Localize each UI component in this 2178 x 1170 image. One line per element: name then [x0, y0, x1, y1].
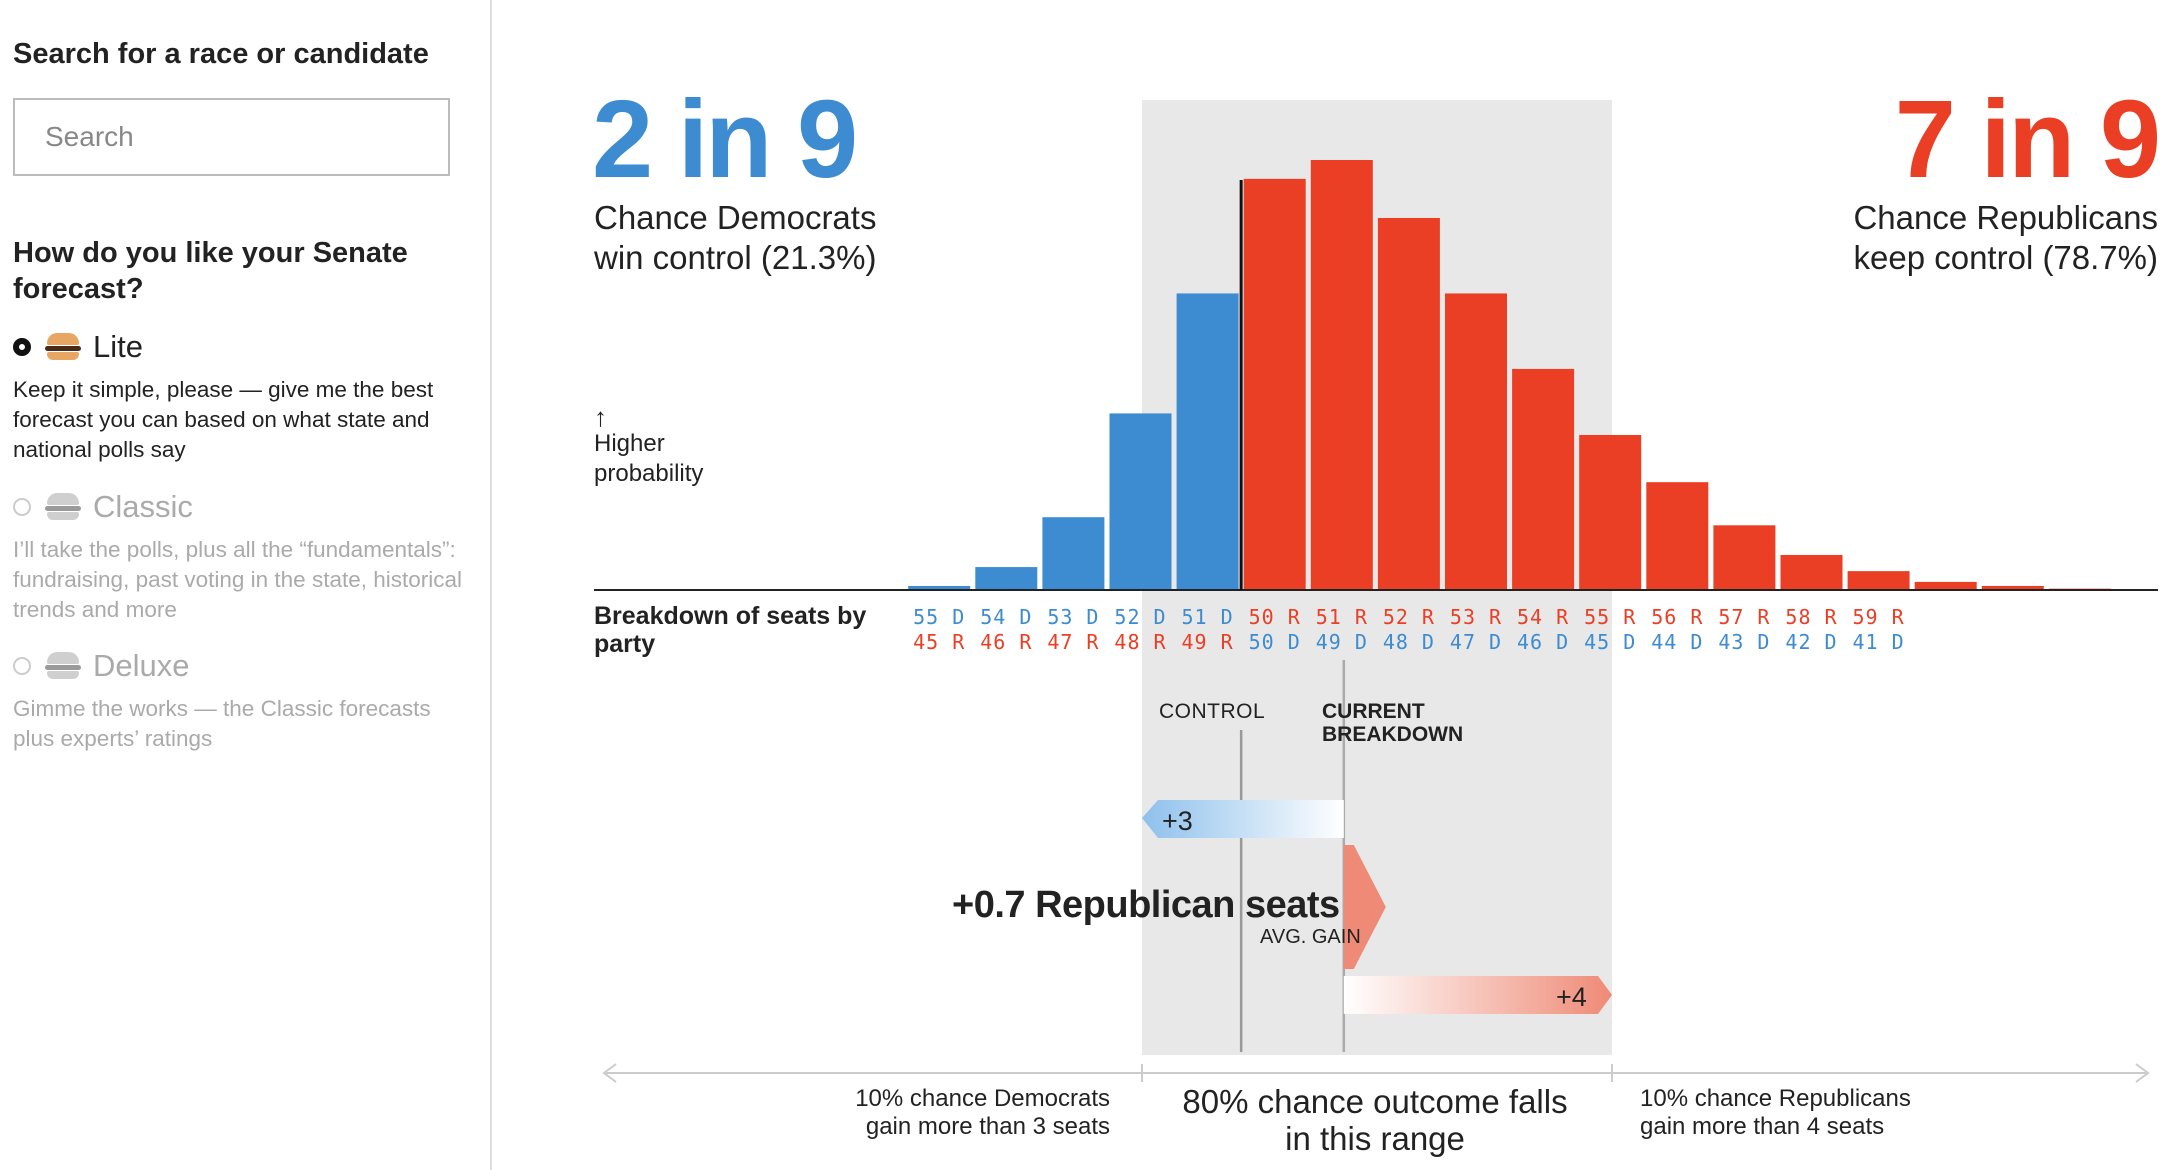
- control-label: CONTROL: [1159, 700, 1265, 724]
- tick-label-bottom: 48 D: [1383, 630, 1435, 654]
- current-breakdown-label: CURRENT BREAKDOWN: [1322, 700, 1463, 746]
- current-label-line1: CURRENT: [1322, 700, 1463, 723]
- tick-label-bottom: 47 D: [1450, 630, 1502, 654]
- tick-label-bottom: 43 D: [1718, 630, 1770, 654]
- tick-label-top: 58 R: [1785, 605, 1837, 629]
- tick-label-bottom: 46 D: [1517, 630, 1569, 654]
- tick-label-bottom: 48 R: [1114, 630, 1166, 654]
- bar-54-R: [1512, 369, 1574, 590]
- range-right-line2: gain more than 4 seats: [1640, 1113, 1970, 1141]
- tick-label-top: 55 D: [913, 605, 965, 629]
- dem-chance-line1: Chance Democrats: [594, 198, 876, 238]
- tick-label-bottom: 50 D: [1249, 630, 1301, 654]
- bar-54-D: [975, 567, 1037, 590]
- tick-label-bottom: 47 R: [1047, 630, 1099, 654]
- bar-56-R: [1646, 482, 1708, 590]
- tick-label-top: 53 R: [1450, 605, 1502, 629]
- bar-59-R: [1848, 571, 1910, 590]
- tick-label-top: 55 R: [1584, 605, 1636, 629]
- tick-label-bottom: 44 D: [1651, 630, 1703, 654]
- tick-label-bottom: 49 R: [1182, 630, 1234, 654]
- tick-label-top: 50 R: [1249, 605, 1301, 629]
- dem-chance-text: Chance Democrats win control (21.3%): [594, 198, 876, 278]
- range-mid-line1: 80% chance outcome falls: [1140, 1083, 1610, 1120]
- range-left-line1: 10% chance Democrats: [790, 1085, 1110, 1113]
- rep-chance-text: Chance Republicans keep control (78.7%): [1853, 198, 2158, 278]
- tick-label-bottom: 46 R: [980, 630, 1032, 654]
- tick-label-bottom: 45 R: [913, 630, 965, 654]
- range-mid-line2: in this range: [1140, 1120, 1610, 1157]
- bar-52-D: [1110, 413, 1172, 590]
- tick-label-top: 57 R: [1718, 605, 1770, 629]
- tick-label-top: 54 R: [1517, 605, 1569, 629]
- tick-label-top: 52 D: [1114, 605, 1166, 629]
- tick-label-top: 51 R: [1316, 605, 1368, 629]
- range-right-text: 10% chance Republicans gain more than 4 …: [1640, 1085, 1970, 1141]
- x-axis-label: Breakdown of seats by party: [594, 602, 884, 658]
- avg-gain-value: +0.7 Republican seats: [952, 884, 1340, 927]
- y-note-line2: probability: [594, 459, 703, 489]
- bar-51-D: [1177, 293, 1239, 590]
- range-left-line2: gain more than 3 seats: [790, 1113, 1110, 1141]
- bar-53-D: [1042, 517, 1104, 590]
- bar-51-R: [1311, 160, 1373, 590]
- current-label-line2: BREAKDOWN: [1322, 723, 1463, 746]
- rep-chance-line2: keep control (78.7%): [1853, 238, 2158, 278]
- y-axis-note: ↑ Higher probability: [594, 405, 703, 489]
- dem-chance-fraction: 2 in 9: [592, 80, 855, 200]
- rep-gain-range-label: +4: [1556, 982, 1587, 1013]
- tick-label-bottom: 41 D: [1853, 630, 1905, 654]
- tick-label-top: 52 R: [1383, 605, 1435, 629]
- bar-52-R: [1378, 218, 1440, 590]
- y-note-line1: Higher: [594, 429, 703, 459]
- tick-label-top: 56 R: [1651, 605, 1703, 629]
- dem-chance-line2: win control (21.3%): [594, 238, 876, 278]
- range-mid-text: 80% chance outcome falls in this range: [1140, 1083, 1610, 1157]
- range-right-line1: 10% chance Republicans: [1640, 1085, 1970, 1113]
- dem-gain-range-label: +3: [1162, 806, 1193, 837]
- arrow-up-icon: ↑: [594, 405, 703, 429]
- rep-chance-line1: Chance Republicans: [1853, 198, 2158, 238]
- tick-label-top: 53 D: [1047, 605, 1099, 629]
- tick-label-bottom: 49 D: [1316, 630, 1368, 654]
- tick-label-bottom: 45 D: [1584, 630, 1636, 654]
- tick-label-top: 59 R: [1853, 605, 1905, 629]
- tick-label-top: 54 D: [980, 605, 1032, 629]
- bar-58-R: [1781, 555, 1843, 590]
- range-left-text: 10% chance Democrats gain more than 3 se…: [790, 1085, 1110, 1141]
- avg-gain-label: AVG. GAIN: [1260, 926, 1361, 949]
- bar-53-R: [1445, 293, 1507, 590]
- bar-55-R: [1579, 435, 1641, 590]
- bar-50-R: [1244, 179, 1306, 590]
- tick-label-bottom: 42 D: [1785, 630, 1837, 654]
- bar-57-R: [1713, 525, 1775, 590]
- bar-60-R: [1915, 582, 1977, 590]
- rep-chance-fraction: 7 in 9: [1895, 80, 2158, 200]
- tick-label-top: 51 D: [1182, 605, 1234, 629]
